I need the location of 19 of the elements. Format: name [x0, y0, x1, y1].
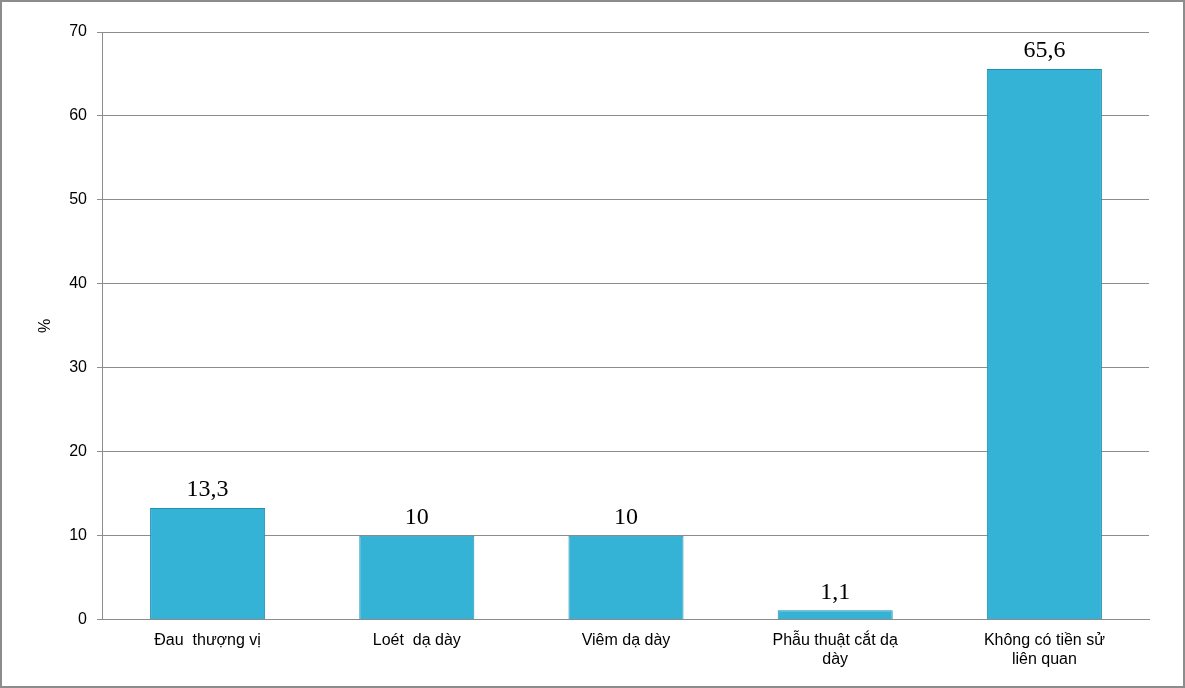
data-label: 1,1	[820, 577, 851, 604]
x-tick-label: Phẫu thuật cắt dạ dày	[772, 629, 899, 667]
data-label: 13,3	[186, 475, 229, 502]
x-tick-label: Viêm dạ dày	[581, 630, 671, 648]
data-label: 65,6	[1023, 36, 1066, 63]
y-tick-label: 50	[69, 190, 88, 208]
data-label: 10	[404, 502, 429, 529]
y-tick-label: 30	[69, 358, 88, 376]
y-tick-label: 70	[69, 22, 88, 40]
y-tick-label: 20	[69, 442, 88, 460]
x-tick-label: Không có tiền sử liên quan	[983, 630, 1106, 667]
x-tick-label: Đau thượng vị	[154, 630, 261, 648]
y-axis-title: %	[36, 318, 54, 333]
x-tick-label: Loét dạ dày	[372, 630, 461, 648]
data-label: 10	[614, 502, 638, 529]
y-tick-label: 0	[78, 610, 88, 628]
y-tick-label: 60	[69, 106, 88, 124]
y-tick-label: 40	[69, 274, 88, 292]
y-tick-label: 10	[69, 526, 88, 544]
